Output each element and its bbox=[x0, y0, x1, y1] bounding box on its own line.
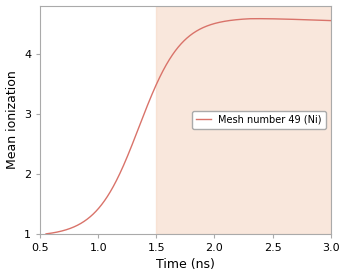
Legend: Mesh number 49 (Ni): Mesh number 49 (Ni) bbox=[192, 111, 326, 129]
X-axis label: Time (ns): Time (ns) bbox=[156, 258, 215, 271]
Bar bbox=[156, 6, 331, 234]
Y-axis label: Mean ionization: Mean ionization bbox=[6, 70, 19, 169]
